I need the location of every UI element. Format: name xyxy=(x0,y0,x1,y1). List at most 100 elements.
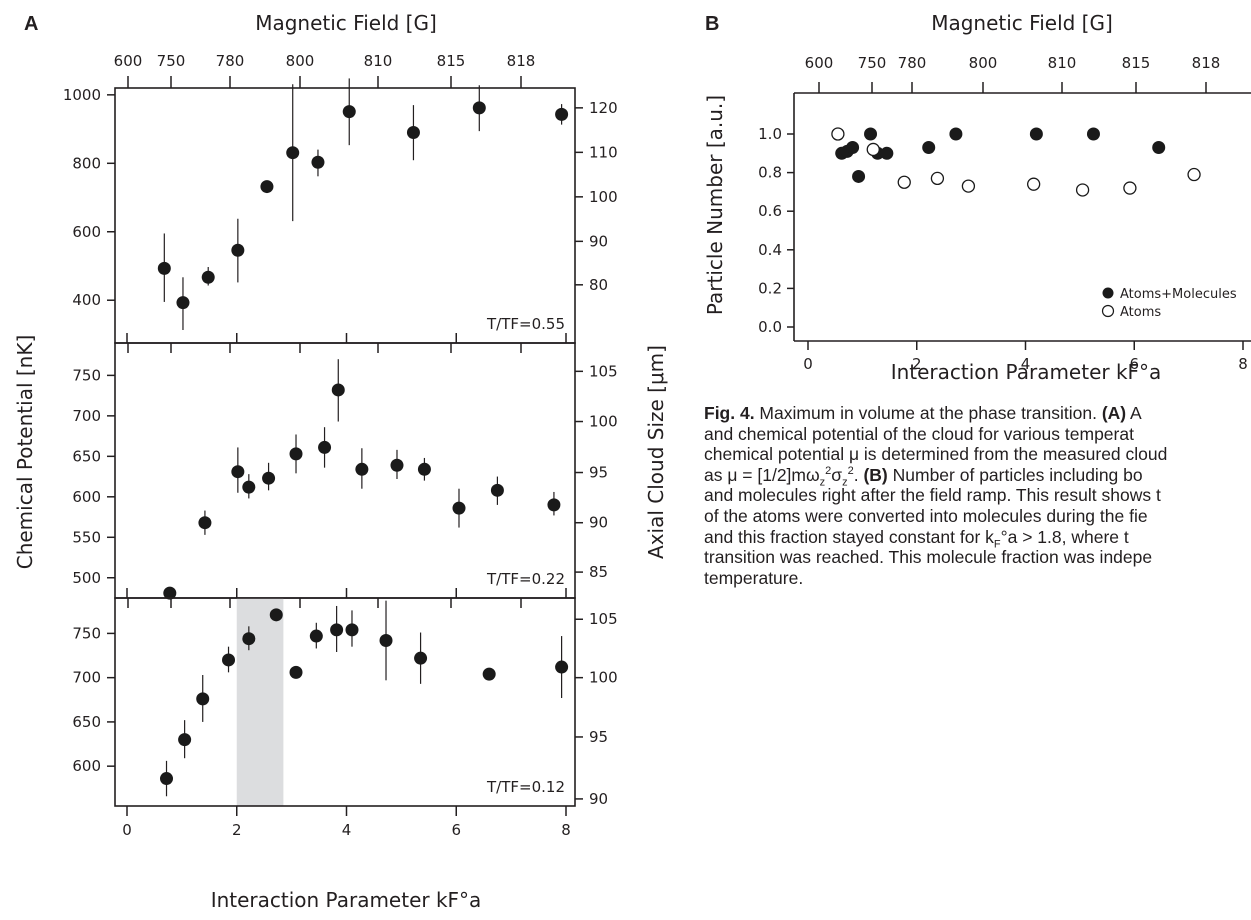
right-tick-label: 90 xyxy=(589,514,608,532)
data-point xyxy=(452,501,466,515)
right-tick-label: 90 xyxy=(589,790,608,808)
caption-line: and molecules right after the field ramp… xyxy=(704,485,1249,506)
data-point xyxy=(178,733,192,747)
data-point-atoms xyxy=(1075,183,1090,197)
top-axis-tick-label: 600 xyxy=(805,54,834,72)
data-point xyxy=(231,243,245,257)
y-tick-label: 600 xyxy=(72,757,101,775)
caption-line: as μ = [1/2]mωz2σz2. (B) Number of parti… xyxy=(704,464,1249,488)
x-tick-label: 0 xyxy=(803,355,813,373)
caption-text: chemical potential μ is determined from … xyxy=(704,444,1168,465)
data-point xyxy=(342,105,356,119)
caption-text: and molecules right after the field ramp… xyxy=(704,485,1161,506)
caption-text: σ xyxy=(831,464,843,485)
data-point-atoms xyxy=(831,127,845,141)
data-point xyxy=(176,296,190,310)
x-tick-label: 8 xyxy=(1238,355,1248,373)
x-tick-label: 6 xyxy=(451,821,461,839)
data-point xyxy=(472,101,486,115)
legend-label-atoms: Atoms xyxy=(1120,305,1161,320)
y-tick-label: 550 xyxy=(72,528,101,546)
panel-a-top-ticks: 600 750 780 800 810 815 818 xyxy=(114,52,536,88)
data-point xyxy=(160,772,174,786)
data-point xyxy=(330,623,344,637)
panel-b-x-axis-label: Interaction Parameter kF°a xyxy=(891,360,1162,384)
data-point-atoms-molecules xyxy=(1152,141,1166,155)
data-point xyxy=(269,608,283,622)
caption-line: and this fraction stayed constant for kF… xyxy=(704,526,1249,550)
top-axis-tick-label: 810 xyxy=(1048,54,1077,72)
x-tick-label: 6 xyxy=(1129,355,1139,373)
panel-a-bottom-plot: 0 2 4 6 8 600 650 700 750 90 95 100 105 T/TF=0.12 xyxy=(72,597,618,839)
panel-a-right-axis-label: Axial Cloud Size [μm] xyxy=(644,345,668,559)
caption-text: transition was reached. This molecule fr… xyxy=(704,547,1153,568)
caption-text: and this fraction stayed constant for k xyxy=(704,526,994,547)
data-point xyxy=(198,516,212,530)
data-point xyxy=(406,125,420,139)
y-tick-label: 1.0 xyxy=(758,125,782,143)
x-tick-label: 0 xyxy=(122,821,132,839)
data-point-atoms-molecules xyxy=(949,127,963,141)
top-axis-tick-label: 815 xyxy=(437,52,466,70)
top-axis-tick-label: 750 xyxy=(858,54,887,72)
right-tick-label: 100 xyxy=(589,413,618,431)
data-point-atoms xyxy=(1123,181,1137,195)
figure-caption: Fig. 4. Maximum in volume at the phase t… xyxy=(704,403,1249,588)
data-point xyxy=(231,465,245,479)
panel-b-top-ticks: 600 750 780 800 810 815 818 xyxy=(805,54,1220,93)
data-point xyxy=(414,651,428,665)
data-point-atoms-molecules xyxy=(1086,127,1100,141)
caption-text: °a > 1.8, where t xyxy=(1000,526,1129,547)
caption-line: chemical potential μ is determined from … xyxy=(704,444,1249,465)
y-tick-label: 400 xyxy=(72,291,101,309)
legend-marker-open xyxy=(1101,304,1115,318)
data-point-atoms xyxy=(897,175,911,189)
temperature-annotation: T/TF=0.12 xyxy=(486,778,565,796)
caption-text: as μ = [1/2]mω xyxy=(704,464,820,485)
caption-line: of the atoms were converted into molecul… xyxy=(704,506,1249,527)
y-tick-label: 600 xyxy=(72,223,101,241)
y-tick-label: 650 xyxy=(72,713,101,731)
panel-a-top-axis-label: Magnetic Field [G] xyxy=(255,11,437,35)
right-tick-label: 95 xyxy=(589,728,608,746)
data-point xyxy=(260,180,274,194)
data-point-atoms-molecules xyxy=(852,169,866,183)
top-axis-tick-label: 800 xyxy=(969,54,998,72)
caption-text: Number of particles including bo xyxy=(887,464,1143,485)
panel-b-top-axis-label: Magnetic Field [G] xyxy=(931,11,1113,35)
top-axis-tick-label: 810 xyxy=(364,52,393,70)
right-tick-label: 80 xyxy=(589,276,608,294)
data-point-atoms xyxy=(866,142,880,157)
y-tick-label: 750 xyxy=(72,366,101,384)
legend-marker-filled xyxy=(1102,287,1114,299)
data-point xyxy=(289,665,303,679)
x-tick-label: 4 xyxy=(342,821,352,839)
y-tick-label: 700 xyxy=(72,669,101,687)
right-tick-label: 120 xyxy=(589,99,618,117)
right-tick-label: 105 xyxy=(589,610,618,628)
caption-text: (A) xyxy=(1101,403,1127,423)
right-tick-label: 95 xyxy=(589,464,608,482)
data-point xyxy=(379,633,393,647)
data-point xyxy=(345,623,359,637)
panel-a-top-plot: 400 600 800 1000 80 90 100 110 120 T/TF=0.55 xyxy=(63,78,618,344)
data-point-atoms-molecules xyxy=(864,127,878,141)
top-axis-tick-label: 815 xyxy=(1122,54,1151,72)
right-tick-label: 105 xyxy=(589,362,618,380)
top-axis-tick-label: 750 xyxy=(157,52,186,70)
data-point-atoms-molecules xyxy=(1029,127,1043,141)
panel-a-x-axis-label: Interaction Parameter kF°a xyxy=(211,888,482,912)
caption-line: Fig. 4. Maximum in volume at the phase t… xyxy=(704,403,1249,424)
panel-label-b: B xyxy=(705,13,719,35)
caption-line: transition was reached. This molecule fr… xyxy=(704,547,1249,568)
right-tick-label: 85 xyxy=(589,563,608,581)
caption-line: temperature. xyxy=(704,568,1249,589)
panel-a-middle-plot: 500 550 600 650 700 750 85 90 95 100 105 T/TF=0.22 xyxy=(72,342,618,600)
data-point-atoms-molecules xyxy=(846,141,860,155)
x-tick-label: 2 xyxy=(912,355,922,373)
top-axis-tick-label: 818 xyxy=(507,52,536,70)
caption-text: 2 xyxy=(847,464,854,477)
y-tick-label: 600 xyxy=(72,488,101,506)
panel-b-y-axis-label: Particle Number [a.u.] xyxy=(703,95,727,315)
data-point xyxy=(242,632,256,646)
